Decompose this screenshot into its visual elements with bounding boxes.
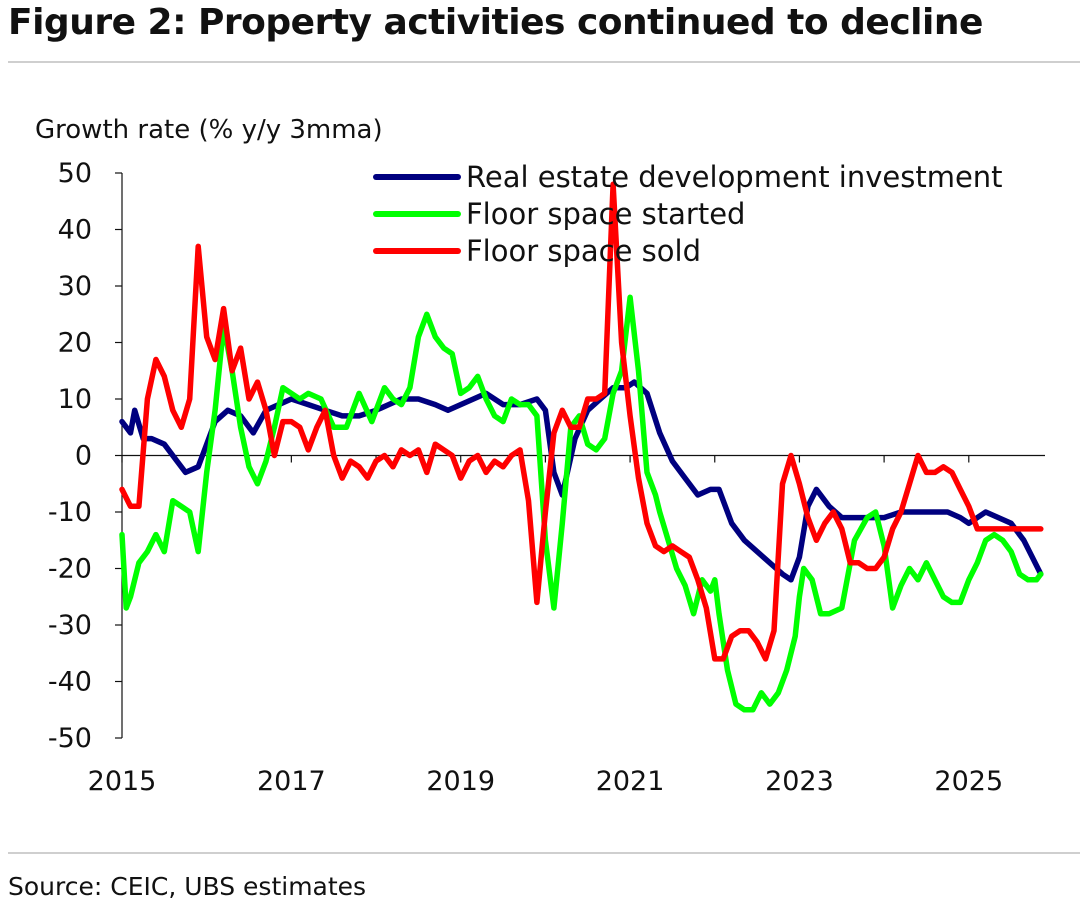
- y-tick-label: 10: [58, 384, 92, 415]
- y-tick-label: 40: [58, 215, 92, 246]
- series-line-2: [119, 294, 1044, 713]
- y-tick-label: -30: [48, 610, 92, 641]
- line-chart: 50 40 30 20 10 0 -10 -20 -30 -40 -50 2015 2017 2019 20…: [35, 115, 1045, 797]
- series-line-3: [119, 181, 1044, 662]
- x-tick-label: 2019: [426, 766, 495, 797]
- x-tick-label: 2023: [765, 766, 834, 797]
- y-tick-label: -10: [48, 497, 92, 528]
- bottom-divider: [8, 852, 1080, 854]
- legend: Real estate development investmentFloor …: [373, 160, 1003, 268]
- x-tick-label: 2021: [596, 766, 665, 797]
- series-line-1: [119, 379, 1044, 583]
- top-divider: [8, 61, 1080, 63]
- legend-label-2: Floor space started: [466, 197, 745, 231]
- figure-title: Figure 2: Property activities continued …: [8, 2, 983, 43]
- y-tick-label: 0: [75, 441, 92, 472]
- x-tick-label: 2017: [257, 766, 326, 797]
- y-tick-label: 50: [58, 158, 92, 189]
- y-tick-label: 30: [58, 271, 92, 302]
- y-tick-label: -50: [48, 723, 92, 754]
- x-tick-label: 2015: [88, 766, 157, 797]
- series-lines: [119, 181, 1044, 713]
- y-tick-label: 20: [58, 328, 92, 359]
- y-axis-label: Growth rate (% y/y 3mma): [35, 115, 383, 145]
- legend-label-1: Real estate development investment: [466, 160, 1003, 194]
- axes: 50 40 30 20 10 0 -10 -20 -30 -40 -50 2015 2017 2019 20…: [35, 115, 1045, 797]
- y-tick-label: -20: [48, 554, 92, 585]
- legend-label-3: Floor space sold: [466, 234, 701, 268]
- source-note: Source: CEIC, UBS estimates: [8, 872, 367, 901]
- x-tick-label: 2025: [934, 766, 1003, 797]
- y-tick-label: -40: [48, 667, 92, 698]
